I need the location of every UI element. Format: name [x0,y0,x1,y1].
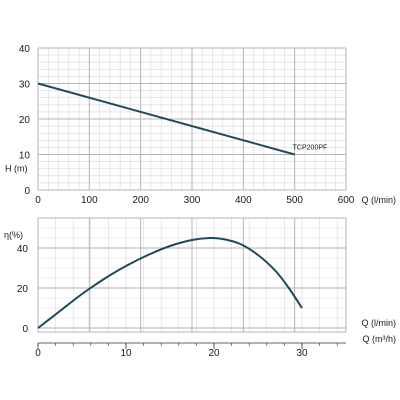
x-tick-label: 600 [338,195,355,206]
x-tick-label: 500 [286,195,303,206]
x-tick-label: 20 [208,348,220,359]
y-axis-label: η(%) [4,230,23,240]
y-tick-label: 40 [17,244,29,255]
x-tick-label: 100 [81,195,98,206]
y-tick-label: 40 [19,44,31,55]
y-tick-label: 20 [17,284,29,295]
x-tick-label: 0 [35,195,41,206]
head-flow-chart: 0 100 200 300 400 500 600 0 10 20 30 40 Q (l/min) H (… [5,44,396,206]
x-axis-label-bottom: Q (m³/h) [363,334,397,344]
y-tick-label: 0 [24,186,30,197]
x-tick-label: 300 [184,195,201,206]
x-axis-label: Q (l/min) [362,195,397,205]
efficiency-curve [37,236,303,329]
y-tick-label: 30 [19,80,31,91]
x-tick-label: 30 [296,348,308,359]
y-tick-label: 20 [19,115,31,126]
x-tick-label: 0 [35,348,41,359]
x-tick-label: 10 [120,348,132,359]
x-tick-label: 400 [235,195,252,206]
y-axis-label: H (m) [5,164,28,174]
series-line-tcp200pf [37,82,295,156]
series-label: TCP200PF [293,145,328,152]
efficiency-chart: 0 20 40 0 10 20 30 η(%) Q (l/min) Q (m³/h) [4,217,397,359]
x-axis-label-top: Q (l/min) [362,318,397,328]
y-tick-label: 10 [19,151,31,162]
y-tick-label: 0 [22,324,28,335]
x-tick-label: 200 [132,195,149,206]
